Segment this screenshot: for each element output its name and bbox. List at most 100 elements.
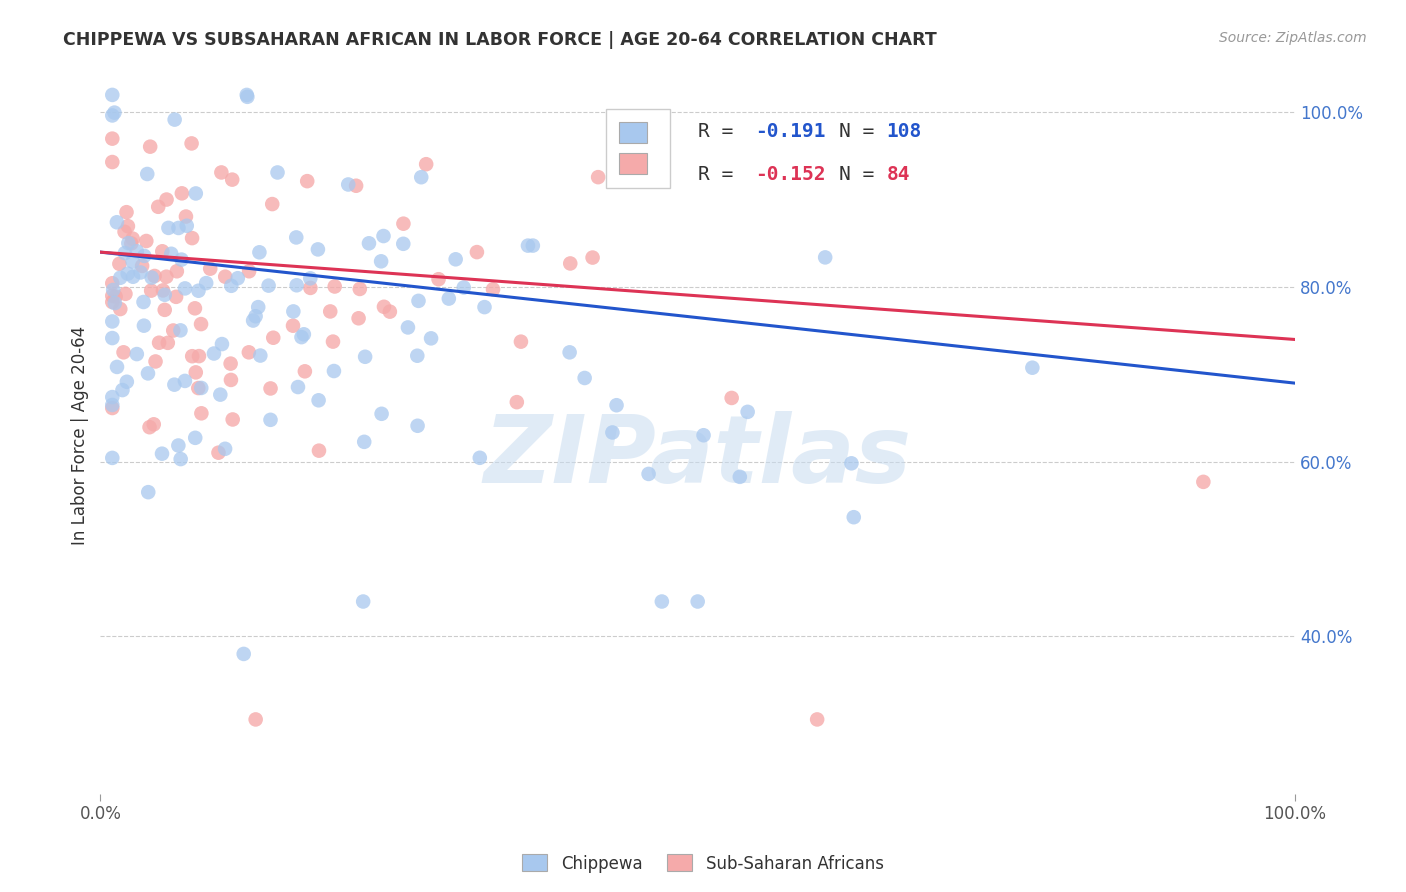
Point — [266, 165, 288, 179]
Point — [165, 290, 187, 304]
Point — [262, 331, 284, 345]
Point — [117, 236, 139, 251]
Point — [121, 232, 143, 246]
Point — [166, 264, 188, 278]
Point — [121, 254, 143, 268]
Point — [187, 284, 209, 298]
Point — [586, 170, 609, 185]
Point — [245, 310, 267, 324]
Point — [651, 594, 673, 608]
Point — [105, 215, 128, 229]
Point — [247, 300, 270, 314]
Point — [181, 349, 204, 363]
Text: R =: R = — [697, 165, 745, 184]
Point — [1021, 360, 1043, 375]
Point — [136, 485, 159, 500]
Point — [408, 293, 430, 308]
Point — [415, 157, 437, 171]
Point — [242, 313, 264, 327]
Point — [101, 390, 124, 404]
Point — [285, 230, 308, 244]
Point — [120, 236, 142, 251]
Point — [101, 155, 124, 169]
Point — [184, 365, 207, 379]
Point — [259, 381, 281, 395]
Point — [101, 295, 124, 310]
Point — [281, 318, 304, 333]
Point — [169, 323, 191, 337]
Point — [101, 87, 124, 102]
Point — [200, 261, 222, 276]
Point — [406, 349, 429, 363]
Point — [101, 289, 124, 303]
Point — [209, 387, 232, 401]
Point — [153, 302, 176, 317]
Point — [162, 324, 184, 338]
Point — [101, 314, 124, 328]
Point — [138, 420, 160, 434]
Point — [221, 172, 243, 186]
Point — [195, 276, 218, 290]
Point — [104, 289, 127, 303]
Point — [842, 510, 865, 524]
Point — [101, 131, 124, 145]
Point — [574, 371, 596, 385]
Point — [156, 335, 179, 350]
Point — [352, 594, 374, 608]
Point — [373, 300, 395, 314]
Point — [437, 292, 460, 306]
Point — [323, 364, 346, 378]
Point — [101, 331, 124, 345]
Point — [101, 108, 124, 122]
Point — [143, 268, 166, 283]
Point — [427, 272, 450, 286]
Point — [174, 374, 197, 388]
Point — [101, 450, 124, 465]
Point — [136, 367, 159, 381]
Point — [115, 205, 138, 219]
Point — [323, 279, 346, 293]
Point — [686, 594, 709, 608]
Point — [357, 236, 380, 251]
Point — [370, 407, 392, 421]
Point — [103, 105, 125, 120]
Point — [522, 238, 544, 252]
Point — [308, 393, 330, 408]
Point — [720, 391, 742, 405]
Point — [290, 330, 312, 344]
Point — [737, 405, 759, 419]
Point — [238, 345, 260, 359]
Text: Source: ZipAtlas.com: Source: ZipAtlas.com — [1219, 31, 1367, 45]
Y-axis label: In Labor Force | Age 20-64: In Labor Force | Age 20-64 — [72, 326, 89, 545]
Point — [214, 442, 236, 456]
Point — [221, 278, 243, 293]
Point — [125, 244, 148, 259]
Point — [190, 381, 212, 395]
Point — [353, 434, 375, 449]
Text: -0.152: -0.152 — [755, 165, 825, 184]
Point — [132, 318, 155, 333]
Point — [110, 301, 132, 316]
Point — [160, 247, 183, 261]
Point — [468, 450, 491, 465]
Point — [209, 165, 232, 179]
Point — [219, 357, 242, 371]
Point — [114, 286, 136, 301]
Point — [174, 281, 197, 295]
Point — [188, 349, 211, 363]
Point — [174, 210, 197, 224]
Point — [506, 395, 529, 409]
Point — [236, 90, 259, 104]
Text: N =: N = — [838, 121, 886, 141]
Point — [142, 417, 165, 432]
Point — [184, 186, 207, 201]
Point — [136, 167, 159, 181]
Point — [406, 418, 429, 433]
Point — [396, 320, 419, 334]
Point — [581, 251, 603, 265]
Point — [262, 197, 284, 211]
Point — [814, 251, 837, 265]
Legend: Chippewa, Sub-Saharan Africans: Chippewa, Sub-Saharan Africans — [516, 847, 890, 880]
Point — [226, 271, 249, 285]
Point — [373, 229, 395, 244]
